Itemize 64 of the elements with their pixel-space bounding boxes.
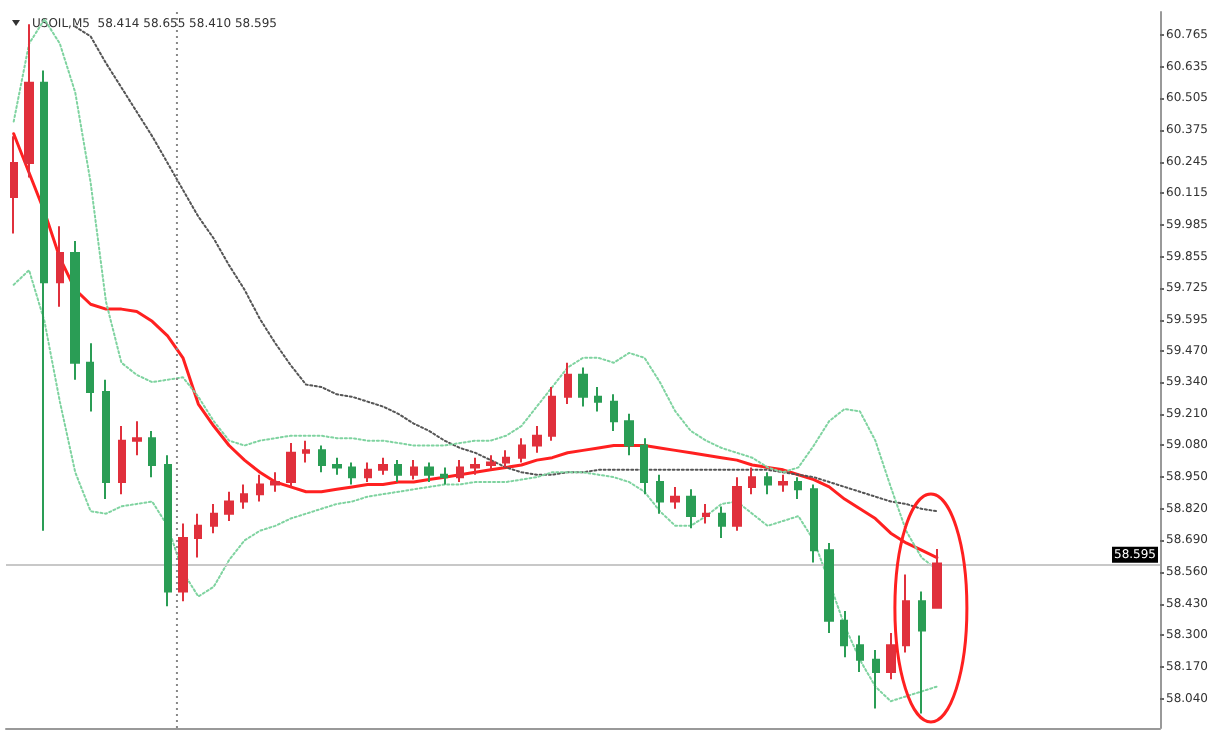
candlestick — [10, 135, 18, 235]
candlestick — [364, 461, 372, 484]
candlestick — [670, 485, 680, 510]
candlestick — [56, 225, 64, 308]
candlestick — [518, 437, 526, 464]
line-series — [74, 25, 938, 513]
candlestick — [194, 512, 202, 559]
candlestick — [410, 459, 418, 481]
candlestick — [702, 502, 710, 525]
candlestick — [70, 239, 80, 381]
candlestick — [532, 425, 542, 454]
candlestick — [102, 378, 110, 501]
candlestick — [932, 548, 942, 610]
candlestick — [902, 573, 910, 654]
candlestick — [164, 454, 172, 608]
candlestick — [502, 449, 510, 469]
candlestick — [24, 23, 34, 179]
candlestick — [318, 444, 326, 474]
candlestick — [224, 490, 234, 522]
candlestick — [578, 366, 588, 408]
candlestick — [872, 649, 880, 710]
candlestick — [624, 412, 634, 457]
candlestick — [810, 483, 818, 564]
candlestick — [764, 471, 772, 496]
candlestick — [210, 502, 218, 535]
candlestick — [918, 590, 926, 715]
candlestick — [302, 439, 310, 464]
candlestick — [148, 429, 156, 479]
candlestick — [132, 420, 142, 457]
candlestick — [178, 522, 188, 603]
candlestick — [270, 471, 280, 493]
candlestick — [470, 456, 480, 476]
candlestick — [348, 461, 356, 486]
candlestick — [840, 610, 848, 659]
candlestick — [332, 456, 342, 476]
candlestick — [286, 442, 296, 488]
candlestick — [718, 505, 726, 540]
candlestick — [394, 459, 402, 484]
candlestick — [748, 466, 756, 496]
candlestick — [424, 461, 434, 484]
candlestick — [640, 437, 648, 496]
candlestick — [564, 361, 572, 406]
candlestick — [794, 476, 802, 501]
line-series — [12, 132, 939, 560]
candlestick — [824, 541, 834, 635]
line-series — [12, 269, 938, 703]
candlestick — [256, 473, 264, 503]
candlestick — [456, 459, 464, 484]
candlestick — [778, 473, 788, 493]
candlestick — [378, 456, 388, 476]
candlestick — [594, 386, 602, 413]
candlestick — [856, 634, 864, 673]
candlestick — [86, 342, 94, 413]
candlestick — [548, 386, 556, 442]
candlestick — [240, 483, 248, 510]
candlestick — [732, 476, 742, 532]
candlestick — [118, 425, 126, 496]
candlestick — [656, 473, 664, 515]
candlestick — [486, 454, 496, 471]
candlestick — [610, 393, 618, 432]
candlestick — [440, 466, 448, 486]
candlestick — [886, 632, 896, 681]
candlestick — [40, 69, 48, 532]
candlestick — [686, 488, 696, 530]
